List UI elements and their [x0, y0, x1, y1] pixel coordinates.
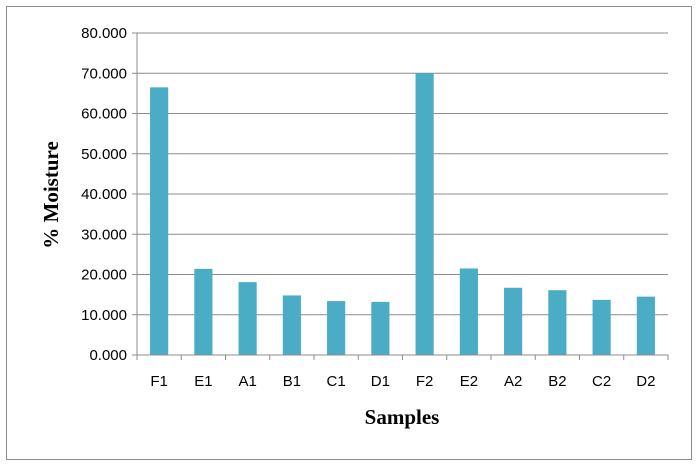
- bars: [150, 73, 655, 356]
- y-tick-label: 30.000: [81, 226, 127, 243]
- bar-f2: [415, 73, 434, 355]
- y-tick-label: 70.000: [81, 65, 127, 82]
- chart-frame: [6, 6, 692, 460]
- y-tick-label: 40.000: [81, 186, 127, 203]
- x-tick-label: C2: [592, 373, 611, 390]
- bar-d2: [636, 296, 655, 355]
- bar-c2: [592, 299, 611, 355]
- bar-b2: [548, 290, 567, 355]
- axes: [136, 33, 669, 360]
- x-tick-label: B1: [283, 373, 301, 390]
- x-tick-labels: F1 E1 A1 B1 C1 D1 F2 E2 A2 B2 C2 D2: [150, 373, 655, 390]
- x-tick-label: D1: [371, 373, 390, 390]
- y-tick-label: 80.000: [81, 25, 127, 42]
- x-tick-label: B2: [548, 373, 566, 390]
- bar-b1: [282, 295, 301, 355]
- bar-a1: [238, 282, 257, 355]
- y-axis-title: % Moisture: [39, 141, 63, 249]
- gridlines: [132, 32, 668, 356]
- bar-d1: [371, 301, 390, 355]
- x-tick-label: A2: [504, 373, 522, 390]
- bar-a2: [504, 287, 523, 355]
- x-tick-label: A1: [238, 373, 256, 390]
- bar-e2: [459, 268, 478, 355]
- y-tick-label: 50.000: [81, 146, 127, 163]
- x-tick-label: E1: [194, 373, 212, 390]
- y-tick-labels: 0.000 10.000 20.000 30.000 40.000 50.000 60.00…: [81, 25, 127, 364]
- x-axis-title: Samples: [365, 405, 440, 429]
- y-tick-label: 10.000: [81, 307, 127, 324]
- bar-e1: [194, 268, 213, 355]
- y-tick-label: 20.000: [81, 267, 127, 284]
- bar-c1: [327, 301, 346, 355]
- y-tick-label: 60.000: [81, 106, 127, 123]
- x-tick-label: C1: [327, 373, 346, 390]
- y-tick-label: 0.000: [89, 347, 127, 364]
- x-tick-label: E2: [460, 373, 478, 390]
- bar-f1: [150, 87, 169, 356]
- x-tick-label: D2: [636, 373, 655, 390]
- x-tick-label: F1: [150, 373, 168, 390]
- x-tick-label: F2: [416, 373, 434, 390]
